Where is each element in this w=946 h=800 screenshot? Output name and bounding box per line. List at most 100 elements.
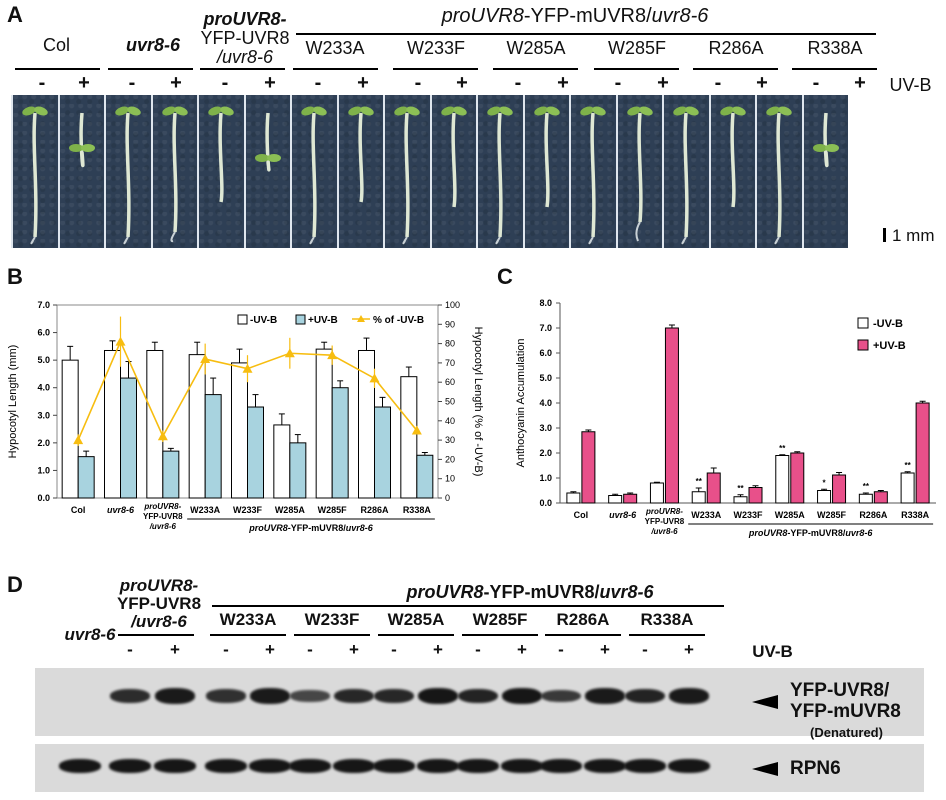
mutant-underline bbox=[462, 634, 538, 636]
group-label-uvr8: uvr8-6 bbox=[125, 35, 181, 55]
lane-minus-sign: - bbox=[475, 640, 481, 659]
sign-minus: - bbox=[514, 72, 522, 94]
scale-bar-label: 1 mm bbox=[892, 226, 935, 245]
y-tick-label-left: 1.0 bbox=[37, 465, 50, 475]
x-label: W285A bbox=[275, 505, 306, 515]
seedling bbox=[161, 106, 188, 243]
mutant-label: R286A bbox=[556, 610, 610, 629]
x-label: W233A bbox=[691, 510, 722, 520]
bar bbox=[581, 431, 596, 504]
y-tick-label-right: 60 bbox=[445, 377, 455, 387]
x-label: proUVR8- bbox=[143, 502, 181, 511]
sign-plus: + bbox=[657, 72, 669, 94]
significance-mark: ** bbox=[737, 484, 744, 493]
x-label: W233F bbox=[233, 505, 263, 515]
rpn6-band bbox=[289, 759, 331, 773]
yfp-uvr8-band bbox=[290, 690, 330, 702]
seedling bbox=[440, 106, 467, 208]
y-tick-label-right: 100 bbox=[445, 300, 460, 310]
percent-marker bbox=[200, 354, 211, 364]
panel-a-label: A bbox=[7, 2, 23, 27]
y-tick-label-left: 0.0 bbox=[37, 493, 50, 503]
mutant-label: R338A bbox=[640, 610, 694, 629]
d-wt-line1: proUVR8- bbox=[119, 576, 199, 595]
mutant-underline bbox=[210, 634, 286, 636]
percent-marker bbox=[284, 348, 295, 358]
sign-plus: + bbox=[78, 72, 90, 94]
y-tick-label-right: 20 bbox=[445, 454, 455, 464]
y-tick-label: 3.0 bbox=[539, 423, 552, 433]
y-tick-label-right: 70 bbox=[445, 358, 455, 368]
panel-a-header-line bbox=[296, 33, 876, 35]
percent-marker bbox=[327, 350, 338, 360]
group-line-r338a bbox=[792, 68, 877, 70]
yfp-uvr8-band bbox=[541, 689, 581, 703]
legend-plus: +UV-B bbox=[308, 315, 338, 326]
lane-minus-sign: - bbox=[642, 640, 648, 659]
d-arrow1-note: (Denatured) bbox=[810, 725, 883, 740]
group-label-w233a: W233A bbox=[305, 38, 365, 58]
seedling-photo bbox=[429, 95, 476, 248]
bar bbox=[915, 402, 930, 504]
group-label-wt-line3: /uvr8-6 bbox=[216, 47, 274, 67]
y-tick-label: 2.0 bbox=[539, 448, 552, 458]
lane-plus-sign: + bbox=[265, 640, 275, 659]
rpn6-band bbox=[624, 759, 666, 773]
rpn6-band bbox=[373, 759, 415, 773]
significance-mark: ** bbox=[696, 477, 703, 486]
x-label: R338A bbox=[901, 510, 930, 520]
x-label: Col bbox=[71, 505, 86, 515]
d-wt-line2: YFP-UVR8 bbox=[116, 594, 202, 613]
y-tick-label-left: 3.0 bbox=[37, 410, 50, 420]
sign-minus: - bbox=[812, 72, 820, 94]
legend-swatch-minus bbox=[237, 314, 248, 325]
d-arrow2-label: RPN6 bbox=[790, 758, 841, 779]
bar bbox=[900, 472, 915, 504]
bar bbox=[608, 495, 623, 504]
rpn6-band bbox=[205, 759, 247, 773]
x-label: Col bbox=[574, 510, 589, 520]
sign-minus: - bbox=[221, 72, 229, 94]
yfp-uvr8-band bbox=[585, 688, 625, 704]
bar bbox=[247, 406, 264, 499]
seedling bbox=[115, 106, 141, 245]
seedling bbox=[580, 106, 606, 245]
bar bbox=[858, 493, 873, 504]
x-label: YFP-UVR8 bbox=[143, 512, 183, 521]
lane-minus-sign: - bbox=[223, 640, 229, 659]
bar bbox=[273, 424, 291, 499]
subgroup-label: proUVR8-YFP-mUVR8/uvr8-6 bbox=[748, 528, 874, 538]
bar bbox=[748, 487, 763, 504]
rpn6-band bbox=[668, 759, 710, 773]
wt-underline bbox=[118, 634, 194, 636]
y-tick-label-right: 40 bbox=[445, 416, 455, 426]
d-wt-line3: /uvr8-6 bbox=[131, 612, 187, 631]
sign-plus: + bbox=[854, 72, 866, 94]
rpn6-band bbox=[333, 759, 375, 773]
percent-marker bbox=[115, 336, 126, 346]
bar bbox=[77, 456, 95, 499]
rpn6-band bbox=[457, 759, 499, 773]
mutant-underline bbox=[545, 634, 621, 636]
group-label-w285f: W285F bbox=[607, 38, 667, 58]
significance-mark: * bbox=[822, 478, 826, 487]
seedling bbox=[301, 106, 327, 245]
bar bbox=[416, 454, 434, 499]
bar bbox=[691, 491, 706, 504]
lane-minus-sign: - bbox=[558, 640, 564, 659]
group-label-wt-line1: proUVR8- bbox=[203, 9, 287, 29]
bar bbox=[358, 349, 375, 499]
legend-swatch-plus bbox=[857, 339, 869, 351]
seedling-photo bbox=[104, 95, 151, 248]
seedling-photo bbox=[197, 95, 244, 248]
bar bbox=[289, 442, 307, 499]
seedling-photo bbox=[476, 95, 523, 248]
seedling-photo bbox=[615, 95, 662, 248]
legend-plus: +UV-B bbox=[873, 340, 906, 352]
seedling-photo bbox=[150, 95, 197, 248]
y-tick-label-right: 30 bbox=[445, 435, 455, 445]
y-tick-label: 8.0 bbox=[539, 298, 552, 308]
seedling bbox=[487, 106, 513, 245]
y-tick-label-right: 10 bbox=[445, 474, 455, 484]
header-construct: -YFP-mUVR8/ bbox=[523, 5, 652, 27]
